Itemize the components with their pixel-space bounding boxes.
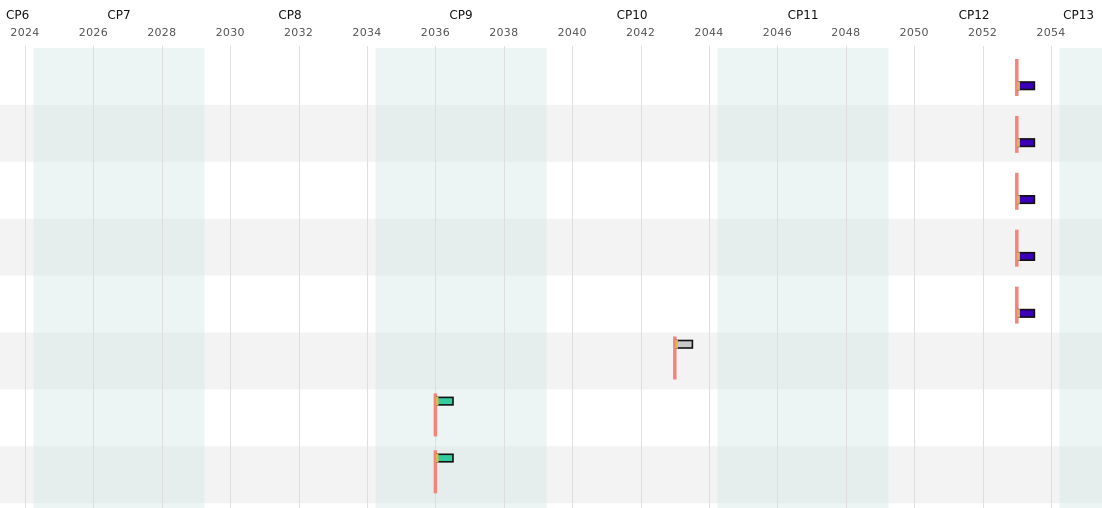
year-tick-label: 2026 bbox=[79, 26, 108, 39]
row-band bbox=[0, 332, 1102, 390]
control-period-shading bbox=[33, 48, 1102, 508]
year-tick-label: 2050 bbox=[900, 26, 929, 39]
year-tick-labels: 2024 2026 2028 2030 2032 2034 2036 2038 2040 2042… bbox=[10, 26, 1065, 39]
period-shade-cp13 bbox=[1059, 48, 1102, 508]
cp-label-cp8: CP8 bbox=[278, 8, 301, 22]
year-tick-label: 2046 bbox=[763, 26, 792, 39]
milestone-marker[interactable] bbox=[1015, 172, 1019, 210]
milestone-marker[interactable] bbox=[433, 450, 438, 494]
year-tick-label: 2054 bbox=[1036, 26, 1065, 39]
year-gridlines bbox=[25, 46, 1052, 508]
activity-start-tick bbox=[435, 453, 439, 463]
timeline-row[interactable] bbox=[673, 336, 694, 380]
timeline-row[interactable] bbox=[1015, 59, 1036, 96]
cp-label-cp9: CP9 bbox=[449, 8, 472, 22]
cp-label-cp13: CP13 bbox=[1063, 8, 1094, 22]
activity-start-tick bbox=[1017, 252, 1020, 261]
activity-start-tick bbox=[1017, 81, 1020, 90]
cp-label-cp7: CP7 bbox=[107, 8, 130, 22]
period-shade-cp9 bbox=[375, 48, 547, 508]
row-band bbox=[0, 218, 1102, 276]
row-band bbox=[0, 104, 1102, 162]
timeline-row[interactable] bbox=[1015, 286, 1036, 324]
timeline-row[interactable] bbox=[1015, 115, 1036, 153]
year-tick-label: 2042 bbox=[626, 26, 655, 39]
activity-bar[interactable] bbox=[1017, 81, 1036, 91]
milestone-marker[interactable] bbox=[433, 393, 438, 437]
year-tick-label: 2044 bbox=[694, 26, 723, 39]
year-tick-label: 2048 bbox=[831, 26, 860, 39]
activity-start-tick bbox=[675, 340, 678, 349]
year-tick-label: 2040 bbox=[558, 26, 587, 39]
year-tick-label: 2032 bbox=[284, 26, 313, 39]
timeline-row[interactable] bbox=[1015, 229, 1036, 267]
activity-bar[interactable] bbox=[1017, 138, 1036, 148]
activity-start-tick bbox=[1017, 195, 1020, 204]
milestone-marker[interactable] bbox=[1015, 229, 1019, 267]
year-tick-label: 2052 bbox=[968, 26, 997, 39]
activity-start-tick bbox=[1017, 309, 1020, 318]
timeline-row[interactable] bbox=[433, 450, 454, 494]
cp-label-cp10: CP10 bbox=[617, 8, 648, 22]
year-tick-label: 2038 bbox=[489, 26, 518, 39]
activity-start-tick bbox=[435, 396, 439, 406]
milestone-marker[interactable] bbox=[1015, 115, 1019, 153]
year-tick-label: 2024 bbox=[10, 26, 39, 39]
period-shade-cp7 bbox=[33, 48, 205, 508]
activity-bar[interactable] bbox=[675, 339, 694, 349]
row-bands bbox=[0, 104, 1102, 504]
period-shade-cp11 bbox=[717, 48, 889, 508]
cp-label-cp12: CP12 bbox=[959, 8, 990, 22]
activity-bar[interactable] bbox=[436, 453, 454, 463]
milestone-marker[interactable] bbox=[673, 336, 677, 380]
activity-bar[interactable] bbox=[1017, 251, 1036, 261]
activity-bar[interactable] bbox=[1017, 308, 1036, 318]
year-tick-label: 2034 bbox=[352, 26, 381, 39]
activity-bar[interactable] bbox=[436, 396, 454, 406]
year-tick-label: 2028 bbox=[147, 26, 176, 39]
activity-bar[interactable] bbox=[1017, 195, 1036, 205]
timeline-row[interactable] bbox=[433, 393, 454, 437]
activity-start-tick bbox=[1017, 138, 1020, 147]
year-tick-label: 2030 bbox=[216, 26, 245, 39]
cp-label-cp11: CP11 bbox=[788, 8, 819, 22]
timeline-rows bbox=[433, 59, 1036, 494]
cp-label-cp6: CP6 bbox=[6, 8, 29, 22]
milestone-marker[interactable] bbox=[1015, 286, 1019, 324]
timeline-row[interactable] bbox=[1015, 172, 1036, 210]
year-tick-label: 2036 bbox=[421, 26, 450, 39]
row-band bbox=[0, 446, 1102, 504]
control-period-labels: CP6 CP7 CP8 CP9 CP10 CP11 CP12 CP13 bbox=[6, 8, 1094, 22]
milestone-marker[interactable] bbox=[1015, 59, 1019, 96]
